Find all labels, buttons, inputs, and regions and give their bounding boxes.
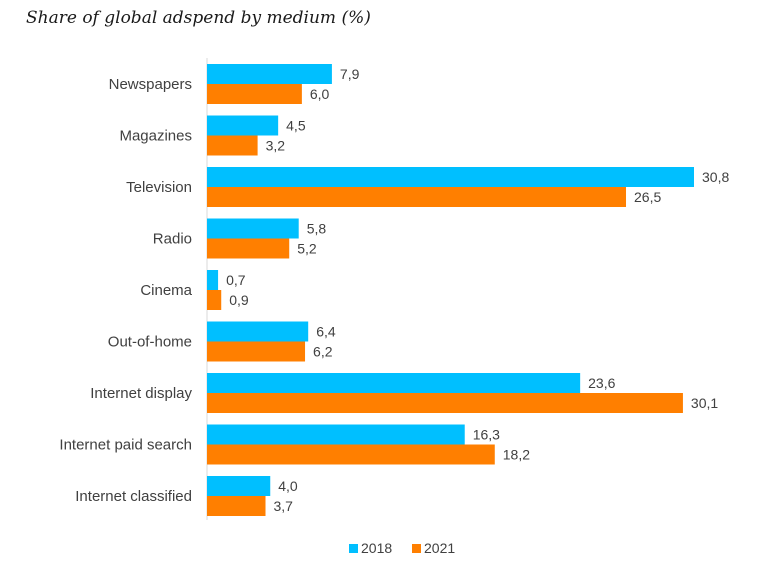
data-label: 3,2 [266,138,286,154]
bar-2021 [207,341,306,362]
bar-2018 [207,115,279,136]
bar-2021 [207,393,683,413]
data-label: 6,0 [310,86,330,102]
bar-2018 [207,424,465,445]
category-label: Out-of-home [108,334,192,351]
chart-title: Share of global adspend by medium (%) [26,8,371,28]
bar-2018 [207,373,581,393]
data-label: 7,9 [340,66,360,82]
category-label: Internet classified [75,488,192,505]
bar-2018 [207,167,694,187]
category-label: Internet paid search [59,437,192,454]
legend-swatch-2018 [349,544,358,553]
data-label: 0,7 [226,272,246,288]
bar-2021 [207,187,627,207]
bar-2018 [207,270,219,290]
data-label: 4,0 [278,478,298,494]
category-label: Newspapers [109,76,192,93]
data-label: 26,5 [634,189,661,205]
legend-swatch-2021 [412,544,421,553]
category-label: Magazines [119,128,192,145]
data-label: 6,2 [313,344,333,360]
data-label: 0,9 [229,292,249,308]
bar-2018 [207,321,309,342]
category-label: Internet display [90,385,192,402]
category-label: Television [126,179,192,196]
legend-label: 2018 [361,540,392,556]
bar-2021 [207,238,290,259]
data-label: 4,5 [286,118,306,134]
bar-2018 [207,64,332,84]
data-label: 3,7 [274,498,294,514]
data-label: 18,2 [503,447,530,463]
data-label: 5,2 [297,241,317,257]
data-label: 30,8 [702,169,729,185]
legend-label: 2021 [424,540,455,556]
data-label: 16,3 [473,427,500,443]
bar-2018 [207,476,271,496]
data-label: 6,4 [316,324,336,340]
data-label: 30,1 [691,395,718,411]
bar-2018 [207,218,299,239]
bar-2021 [207,290,222,310]
data-label: 23,6 [588,375,615,391]
bar-2021 [207,496,266,516]
data-label: 5,8 [307,221,327,237]
category-label: Radio [153,231,192,248]
bar-2021 [207,84,302,104]
bar-2021 [207,135,258,156]
category-label: Cinema [140,282,192,299]
bar-2021 [207,444,495,465]
